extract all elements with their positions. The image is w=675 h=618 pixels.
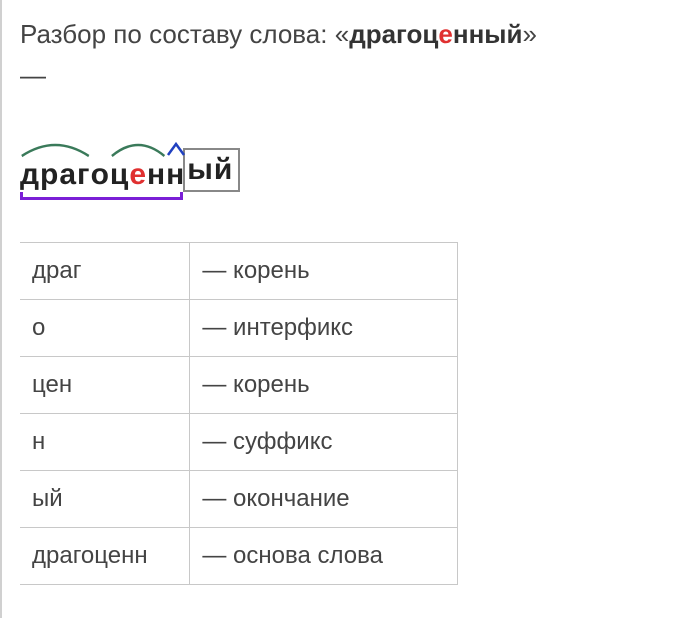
suffix-caret-icon: [166, 142, 186, 156]
morpheme-table-wrap: драг— кореньо— интерфиксцен— кореньн— су…: [20, 242, 458, 585]
table-row: ый— окончание: [20, 471, 458, 528]
stress-letter: е: [438, 19, 452, 49]
table-row: о— интерфикс: [20, 300, 458, 357]
root2-morpheme: цен: [110, 158, 166, 192]
morpheme-type-cell: — корень: [190, 243, 458, 300]
title-prefix: Разбор по составу слова: «: [20, 19, 349, 49]
table-row: драгоценн— основа слова: [20, 528, 458, 585]
root-arc-icon: [110, 140, 166, 158]
dash-line: —: [20, 60, 675, 91]
root-arc-icon: [20, 140, 91, 158]
table-row: н— суффикс: [20, 414, 458, 471]
morpheme-type-cell: — основа слова: [190, 528, 458, 585]
word-diagram: драг о цен н ый: [20, 126, 240, 192]
interfix-text: о: [91, 158, 110, 191]
morpheme-part-cell: н: [20, 414, 190, 471]
ending-text: ый: [187, 153, 233, 186]
interfix-morpheme: о: [91, 158, 110, 192]
table-row: драг— корень: [20, 243, 458, 300]
ending-morpheme: ый: [183, 148, 240, 192]
morpheme-type-cell: — корень: [190, 357, 458, 414]
root1-text: драг: [20, 158, 91, 191]
title-suffix: »: [522, 19, 536, 49]
morpheme-type-cell: — суффикс: [190, 414, 458, 471]
morpheme-part-cell: о: [20, 300, 190, 357]
root2-before: ц: [110, 158, 129, 191]
morpheme-type-cell: — окончание: [190, 471, 458, 528]
base-bracket-icon: [20, 192, 183, 200]
morpheme-type-cell: — интерфикс: [190, 300, 458, 357]
suffix-morpheme: н: [166, 158, 185, 192]
word-after-stress: нный: [453, 19, 523, 49]
morpheme-part-cell: ый: [20, 471, 190, 528]
table-row: цен— корень: [20, 357, 458, 414]
morpheme-part-cell: драг: [20, 243, 190, 300]
word-before-stress: драгоц: [349, 19, 438, 49]
morpheme-part-cell: цен: [20, 357, 190, 414]
morpheme-table: драг— кореньо— интерфиксцен— кореньн— су…: [20, 243, 458, 585]
page-title: Разбор по составу слова: «драгоценный»: [20, 15, 675, 54]
root2-after: н: [147, 158, 166, 191]
root1-morpheme: драг: [20, 158, 91, 192]
suffix-text: н: [166, 158, 185, 191]
root2-stress: е: [129, 158, 147, 191]
morpheme-part-cell: драгоценн: [20, 528, 190, 585]
